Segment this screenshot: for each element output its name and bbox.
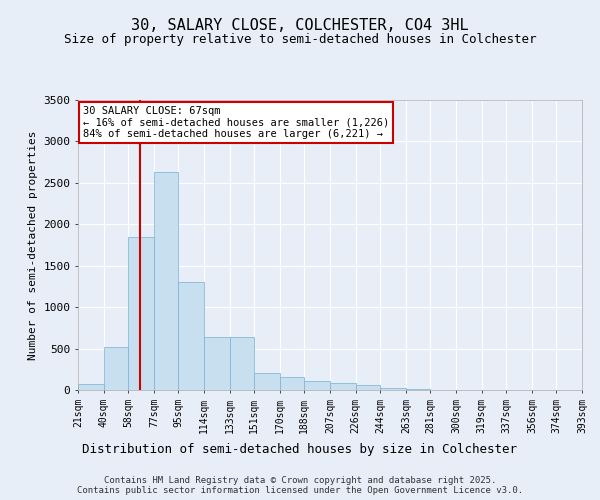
Bar	[230, 337, 254, 390]
Bar	[154, 172, 178, 390]
Bar	[356, 385, 380, 390]
Y-axis label: Number of semi-detached properties: Number of semi-detached properties	[28, 130, 38, 360]
Bar	[178, 282, 204, 390]
Bar	[254, 374, 280, 390]
Bar	[330, 384, 356, 390]
Text: Contains HM Land Registry data © Crown copyright and database right 2025.
Contai: Contains HM Land Registry data © Crown c…	[77, 476, 523, 495]
Bar	[280, 376, 304, 390]
Bar	[128, 236, 154, 390]
Bar	[304, 381, 330, 390]
Bar	[204, 337, 230, 390]
Bar	[104, 347, 128, 390]
Bar	[406, 389, 430, 390]
Text: 30, SALARY CLOSE, COLCHESTER, CO4 3HL: 30, SALARY CLOSE, COLCHESTER, CO4 3HL	[131, 18, 469, 32]
Bar	[78, 384, 104, 390]
Bar	[380, 388, 406, 390]
Text: Distribution of semi-detached houses by size in Colchester: Distribution of semi-detached houses by …	[83, 442, 517, 456]
Text: 30 SALARY CLOSE: 67sqm
← 16% of semi-detached houses are smaller (1,226)
84% of : 30 SALARY CLOSE: 67sqm ← 16% of semi-det…	[83, 106, 389, 139]
Text: Size of property relative to semi-detached houses in Colchester: Size of property relative to semi-detach…	[64, 32, 536, 46]
